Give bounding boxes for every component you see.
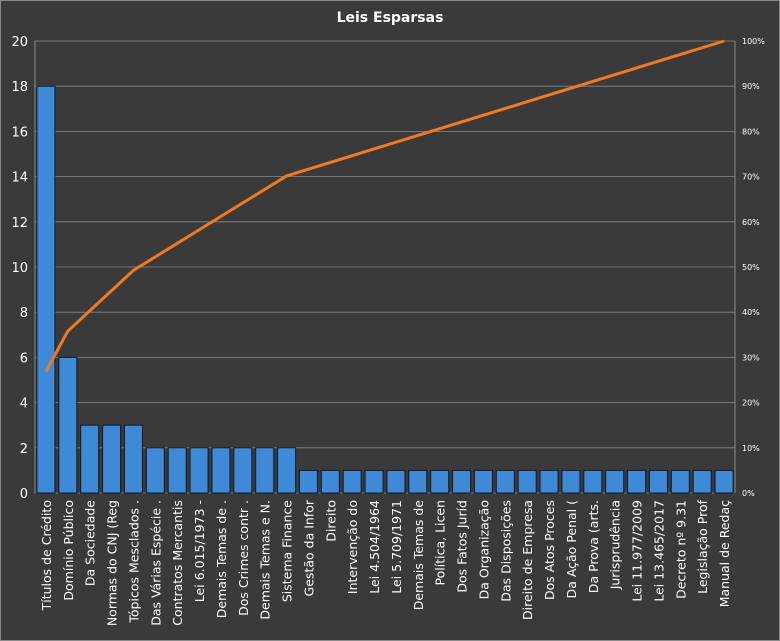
y-tick-label: 8 — [20, 306, 28, 321]
x-tick-label: Lei 5.709/1971 — [389, 500, 404, 594]
bar — [320, 469, 340, 494]
y-tick-label: 0 — [20, 487, 28, 502]
y2-tick-label: 40% — [742, 308, 760, 317]
chart-title: Leis Esparsas — [337, 10, 444, 26]
y2-tick-label: 60% — [742, 218, 760, 227]
x-tick-label: Normas do CNJ (Reg — [105, 500, 120, 626]
bar — [648, 469, 668, 494]
x-tick-label: Intervenção do — [345, 500, 360, 594]
bar — [517, 469, 537, 494]
x-tick-label: Legislação Prof — [695, 499, 710, 593]
x-tick-label: Títulos de Crédito — [39, 500, 54, 611]
x-tick-label: Decreto nº 9.31 — [673, 500, 688, 599]
x-tick-label: Da Ação Penal ( — [564, 500, 579, 598]
x-tick-label: Dos Fatos Juríd — [455, 500, 470, 593]
x-tick-label: Sistema Finance — [280, 500, 295, 602]
bar — [255, 447, 275, 494]
bar — [714, 469, 734, 494]
y2-tick-label: 20% — [742, 399, 760, 408]
bar — [452, 469, 472, 494]
bar — [692, 469, 712, 494]
x-tick-label: Das Disposições — [498, 500, 513, 602]
x-tick-label: Dos Crimes contr . — [236, 500, 251, 616]
y2-tick-label: 30% — [742, 353, 760, 362]
y2-tick-label: 0% — [742, 489, 755, 498]
x-tick-label: Lei 4.504/1964 — [367, 500, 382, 594]
bars — [36, 85, 734, 494]
x-tick-label: Direito — [323, 500, 338, 542]
x-tick-label: Da Organização — [476, 500, 491, 599]
bar — [605, 469, 625, 494]
x-tick-label: Domínio Público — [61, 500, 76, 601]
bar — [233, 447, 253, 494]
bar — [495, 469, 515, 494]
x-tick-label: Demais Temas de . — [214, 500, 229, 618]
cumulative-percent-line — [44, 39, 725, 373]
x-tick-label: Lei 6.015/1973 - — [192, 500, 207, 602]
bar — [473, 469, 493, 494]
y-tick-label: 2 — [20, 442, 28, 457]
y-tick-label: 12 — [11, 216, 28, 231]
y-tick-label: 18 — [11, 80, 28, 95]
y-tick-label: 14 — [11, 171, 28, 186]
cumulative-line — [44, 39, 725, 373]
x-tick-label: Da Sociedade — [83, 500, 98, 586]
y2-tick-label: 70% — [742, 173, 760, 182]
y2-tick-label: 10% — [742, 444, 760, 453]
bar — [58, 356, 78, 494]
bar — [145, 447, 165, 494]
bar — [211, 447, 231, 494]
y-tick-label: 16 — [11, 125, 28, 140]
y2-tick-label: 50% — [742, 263, 760, 272]
y-axis-left: 0 2 4 6 8 10 12 14 16 18 20 — [11, 35, 28, 502]
x-tick-label: Lei 13.465/2017 — [651, 500, 666, 602]
bar — [123, 424, 143, 494]
x-tick-label: Dos Atos Proces — [542, 500, 557, 600]
y-tick-label: 20 — [11, 35, 28, 50]
x-tick-label: Jurisprudência — [608, 500, 623, 590]
x-tick-label: Gestão da Infor — [301, 499, 316, 596]
x-tick-label: Lei 11.977/2009 — [630, 500, 645, 602]
x-tick-label: Manual de Redaç — [717, 500, 732, 607]
x-tick-label: Demais Temas e N. — [258, 500, 273, 620]
y-axis-right: 0% 10% 20% 30% 40% 50% 60% 70% 80% 90% 100% — [742, 37, 765, 498]
x-tick-label: Das Várias Espécie . — [148, 500, 163, 626]
x-tick-label: Direito de Empresa — [520, 500, 535, 620]
bar — [386, 469, 406, 494]
bar — [430, 469, 450, 494]
bar — [342, 469, 362, 494]
x-tick-label: Da Prova (arts. — [586, 500, 601, 593]
y-tick-label: 6 — [20, 351, 28, 366]
bar — [539, 469, 559, 494]
x-tick-label: Demais Temas de — [411, 500, 426, 611]
y-tick-label: 4 — [20, 397, 28, 412]
bar — [102, 424, 122, 494]
x-tick-label: Tópicos Mesclados . — [126, 500, 141, 624]
bar — [408, 469, 428, 494]
bar — [583, 469, 603, 494]
bar — [364, 469, 384, 494]
bar — [298, 469, 318, 494]
y2-tick-label: 90% — [742, 82, 760, 91]
x-axis-labels: Títulos de Crédito Domínio Público Da Soci… — [39, 499, 732, 626]
bar — [627, 469, 647, 494]
bar — [167, 447, 187, 494]
x-tick-label: Política, Licen — [433, 500, 448, 585]
bar — [277, 447, 297, 494]
bar — [670, 469, 690, 494]
bar — [561, 469, 581, 494]
x-tick-label: Contratos Mercantis — [170, 500, 185, 626]
bar — [189, 447, 209, 494]
y2-tick-label: 100% — [742, 37, 765, 46]
bar — [80, 424, 100, 494]
y-tick-label: 10 — [11, 261, 28, 276]
bar — [36, 85, 56, 494]
y2-tick-label: 80% — [742, 127, 760, 136]
